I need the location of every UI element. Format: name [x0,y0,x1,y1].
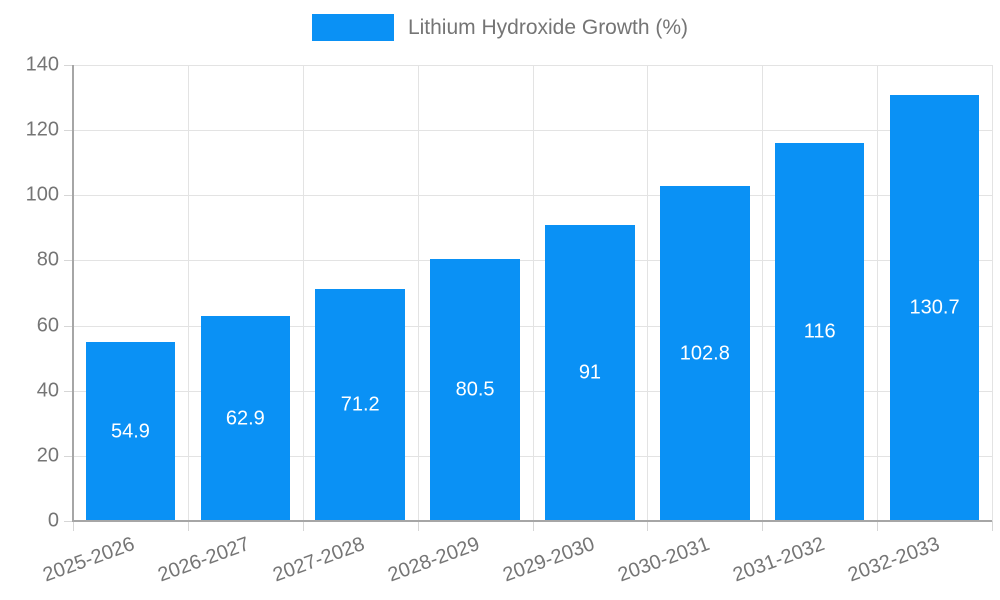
bar-value-label: 91 [578,361,602,384]
bar-value-label: 62.9 [225,407,265,430]
gridline-v [187,65,189,521]
bar[interactable] [315,289,405,521]
bar[interactable] [774,143,865,521]
y-tick-label: 20 [36,444,59,467]
y-tick-label: 100 [25,183,59,206]
x-tick-mark [73,521,74,531]
y-tick-label: 60 [36,314,59,337]
legend-swatch [311,14,394,41]
legend-label: Lithium Hydroxide Growth (%) [407,15,689,39]
x-axis-line [72,520,992,522]
x-tick-mark [647,521,649,531]
x-tick-mark [992,521,993,531]
bar-value-label: 116 [803,320,836,343]
gridline-v [992,65,993,521]
bar[interactable] [889,95,980,521]
gridline-v [762,65,764,521]
y-tick-label: 0 [47,509,59,532]
gridline-v [302,65,304,521]
bar-value-label: 80.5 [455,378,495,401]
x-tick-mark [532,521,534,531]
x-tick-mark [187,521,189,531]
bar-value-label: 102.8 [679,342,730,365]
bar-value-label: 130.7 [909,296,960,319]
y-tick-mark [64,130,73,132]
y-tick-label: 140 [25,53,59,76]
y-tick-mark [64,390,73,392]
y-tick-label: 120 [25,118,59,141]
y-tick-mark [64,260,73,262]
gridline-v [647,65,649,521]
plot-area: 0 20 40 60 80 100 120 140 2025-2026 2026-2027 2027… [26,54,993,586]
bar[interactable] [85,342,176,521]
bar[interactable] [660,186,750,521]
y-axis-line [72,65,74,521]
legend[interactable]: Lithium Hydroxide Growth (%) [0,14,1000,41]
y-tick-mark [64,195,73,197]
bar-value-label: 54.9 [110,420,150,443]
x-tick-mark [762,521,764,531]
y-tick-label: 40 [36,379,59,402]
y-tick-label: 80 [36,248,59,271]
y-tick-mark [64,325,73,327]
bar[interactable] [200,316,291,521]
y-tick-mark [64,521,73,522]
bar-value-label: 71.2 [340,393,380,416]
bar[interactable] [430,258,520,521]
gridline-v [877,65,879,521]
x-tick-mark [417,521,419,531]
y-tick-mark [64,65,73,66]
bar[interactable] [545,224,635,521]
gridline-v [532,65,534,521]
x-tick-mark [302,521,304,531]
gridline-v [417,65,419,521]
x-tick-mark [877,521,879,531]
y-tick-mark [64,455,73,457]
